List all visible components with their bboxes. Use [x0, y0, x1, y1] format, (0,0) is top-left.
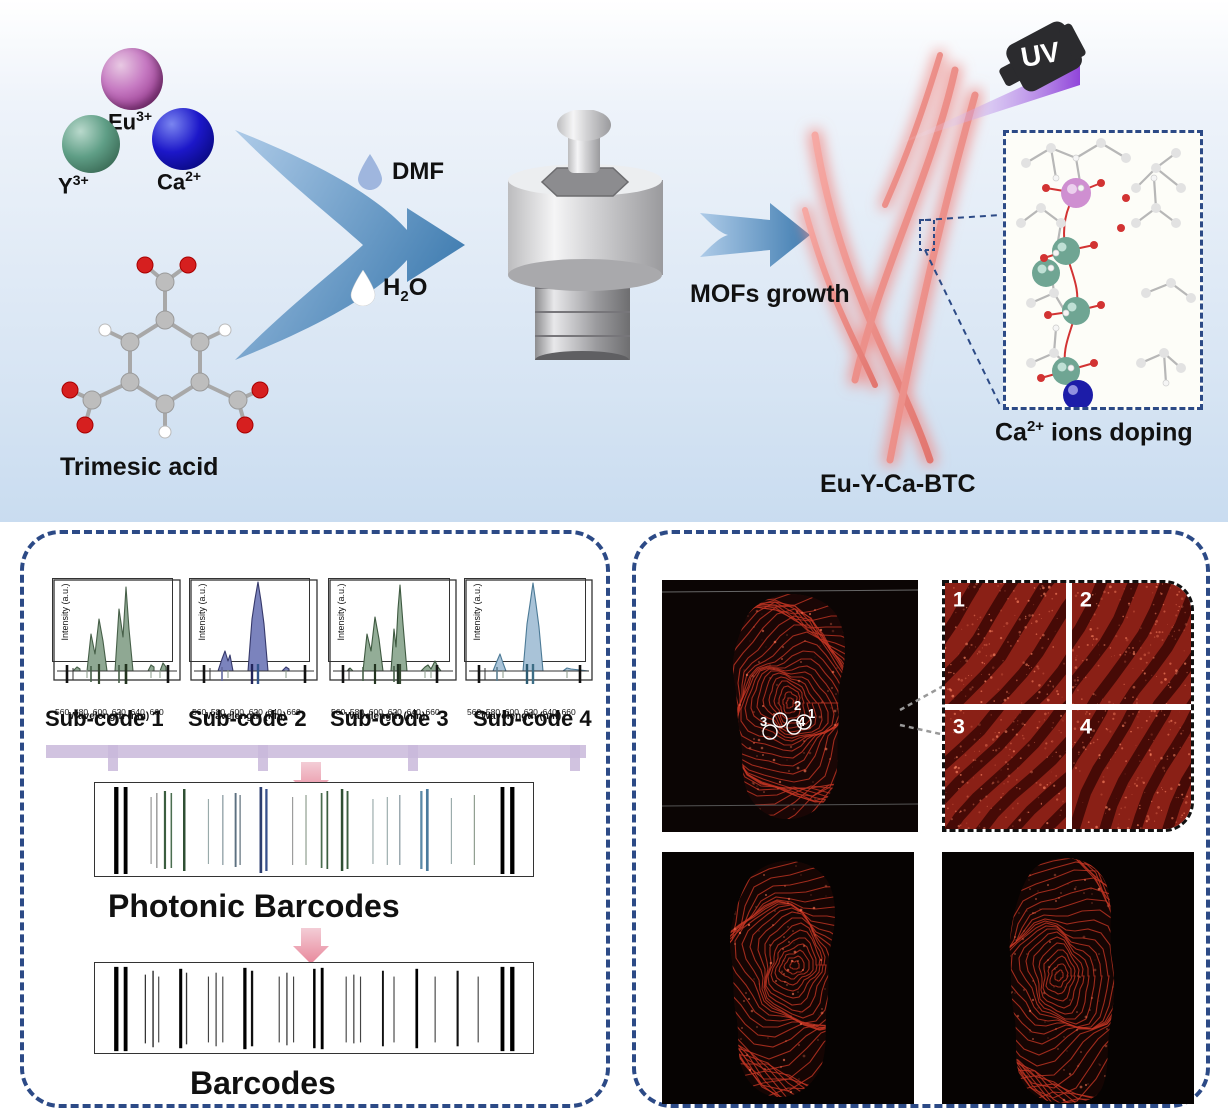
svg-text:2: 2 [1080, 587, 1092, 612]
svg-text:2: 2 [794, 698, 801, 713]
svg-text:4: 4 [798, 714, 806, 729]
svg-text:3: 3 [953, 714, 965, 739]
svg-text:3: 3 [760, 714, 767, 729]
svg-text:1: 1 [953, 587, 965, 612]
svg-text:1: 1 [808, 706, 815, 721]
svg-text:4: 4 [1080, 714, 1092, 739]
